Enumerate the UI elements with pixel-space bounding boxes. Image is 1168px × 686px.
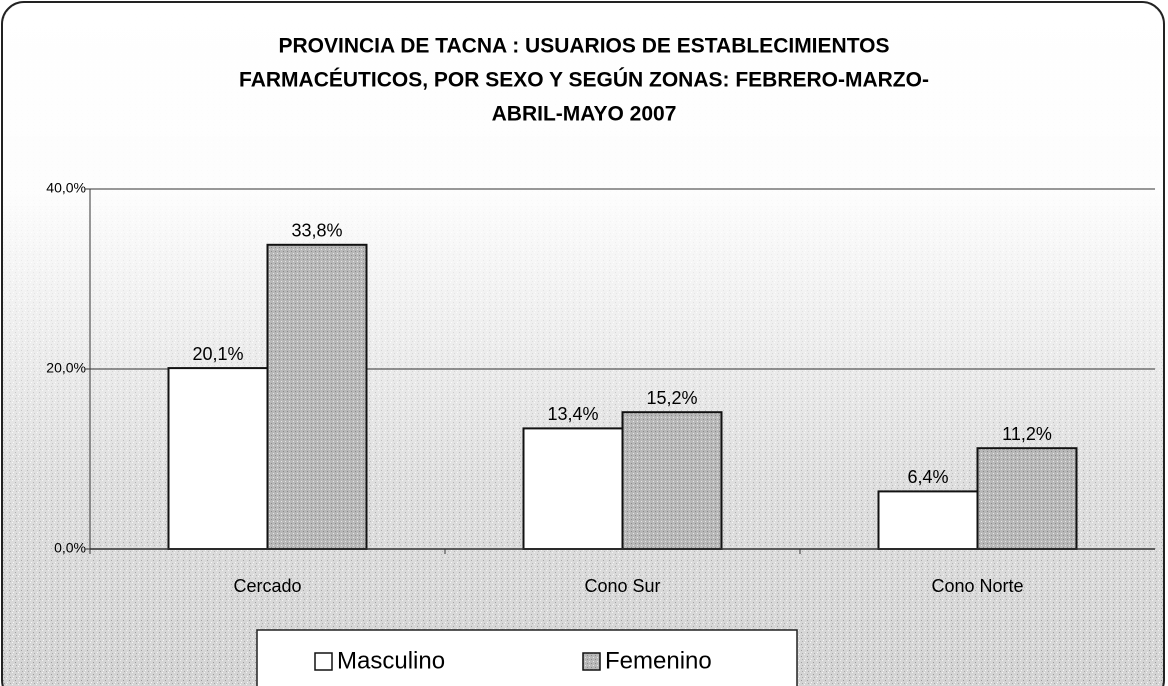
y-tick-label: 40,0% — [46, 180, 86, 196]
value-label: 15,2% — [646, 388, 697, 408]
value-label: 13,4% — [547, 404, 598, 424]
x-tick-label: Cono Sur — [584, 576, 660, 596]
bar — [522, 427, 624, 550]
legend-items: Masculino Femenino — [314, 647, 712, 674]
value-label: 11,2% — [1002, 424, 1052, 444]
value-label: 20,1% — [192, 344, 243, 364]
value-label: 33,8% — [291, 221, 342, 241]
chart-title: ABRIL-MAYO 2007 — [492, 103, 677, 126]
chart-title: PROVINCIA DE TACNA : USUARIOS DE ESTABLE… — [279, 35, 890, 58]
bar — [266, 243, 368, 551]
legend-label: Masculino — [337, 647, 445, 674]
bar — [976, 447, 1078, 551]
value-label: 6,4% — [907, 467, 948, 487]
chart-title: FARMACÉUTICOS, POR SEXO Y SEGÚN ZONAS: F… — [239, 68, 929, 92]
bar — [621, 411, 723, 551]
x-tick-label: Cercado — [233, 576, 301, 596]
legend-swatch — [314, 652, 333, 671]
bar — [877, 490, 979, 550]
legend-label: Femenino — [605, 647, 712, 674]
legend-swatch — [582, 652, 601, 671]
bar — [167, 367, 269, 550]
legend — [256, 629, 798, 686]
plot-area: 0,0% 20,0% 40,0% Cercado 20,1% 33,8% Cono Sur 1… — [46, 180, 1155, 596]
x-tick-label: Cono Norte — [931, 576, 1023, 596]
y-tick-label: 20,0% — [46, 360, 86, 376]
y-tick-label: 0,0% — [54, 540, 86, 556]
